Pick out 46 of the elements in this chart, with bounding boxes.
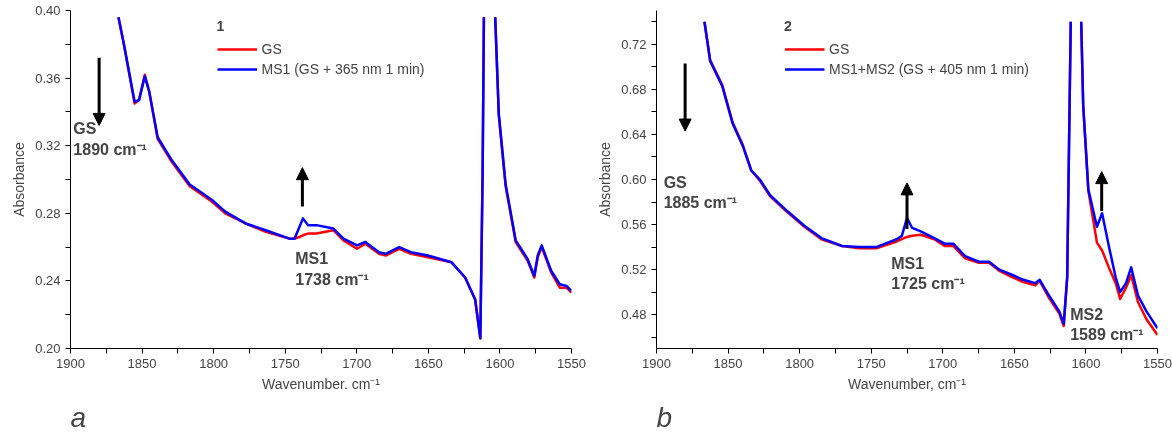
y-tick-label: 0.40 — [35, 3, 61, 18]
annotation: MS2 1589 cm⁻¹ — [1070, 305, 1144, 344]
y-tick-label: 0.64 — [621, 126, 647, 142]
text: b — [656, 401, 673, 433]
x-tick-label: 1850 — [713, 355, 743, 371]
text: a — [70, 401, 87, 433]
y-tick-label: 0.72 — [621, 36, 647, 52]
legend-title: 1 — [216, 18, 226, 34]
x-tick-label: 1750 — [856, 355, 886, 371]
x-tick-label: 1600 — [485, 355, 515, 371]
y-tick-label: 0.68 — [621, 81, 647, 97]
y-axis-title: Absorbance — [597, 141, 614, 217]
x-axis-title: Wavenumber. cm⁻¹ — [261, 375, 381, 392]
y-axis-title: Absorbance — [11, 141, 28, 217]
annotation: GS 1890 cm⁻¹ — [73, 120, 147, 158]
x-tick-label: 1700 — [928, 355, 958, 371]
y-tick-label: 0.52 — [621, 262, 647, 278]
x-tick-label: 1800 — [199, 355, 229, 371]
y-tick-label: 0.56 — [621, 217, 647, 233]
x-tick-label: 1700 — [342, 355, 372, 371]
y-tick-label: 0.60 — [621, 172, 647, 187]
y-tick-label: 0.24 — [35, 273, 61, 289]
x-tick-label: 1750 — [270, 355, 300, 371]
x-tick-label: 1850 — [127, 355, 157, 371]
annotation: MS1 1738 cm⁻¹ — [295, 250, 369, 288]
annotation: GS 1885 cm⁻¹ — [663, 173, 738, 212]
x-tick-label: 1550 — [1143, 355, 1172, 371]
x-tick-label: 1900 — [642, 355, 671, 371]
legend-label: MS1 (GS + 365 nm 1 min) — [261, 61, 425, 77]
legend-title: 2 — [784, 18, 793, 34]
y-tick-label: 0.20 — [35, 341, 61, 356]
y-tick-label: 0.48 — [621, 307, 647, 323]
x-tick-label: 1900 — [56, 355, 85, 371]
y-tick-label: 0.32 — [35, 138, 61, 154]
legend-label: GS — [261, 41, 282, 57]
x-tick-label: 1650 — [999, 355, 1029, 371]
legend-label: GS — [829, 41, 850, 57]
x-tick-label: 1800 — [785, 355, 815, 371]
y-tick-label: 0.36 — [35, 70, 61, 86]
x-tick-label: 1550 — [557, 355, 586, 371]
x-axis-title: Wavenumber, cm⁻¹ — [847, 375, 967, 392]
y-tick-label: 0.28 — [35, 205, 61, 221]
legend-label: MS1+MS2 (GS + 405 nm 1 min) — [829, 61, 1029, 77]
annotation: MS1 1725 cm⁻¹ — [891, 254, 965, 293]
x-tick-label: 1600 — [1071, 355, 1101, 371]
x-tick-label: 1650 — [413, 355, 443, 371]
